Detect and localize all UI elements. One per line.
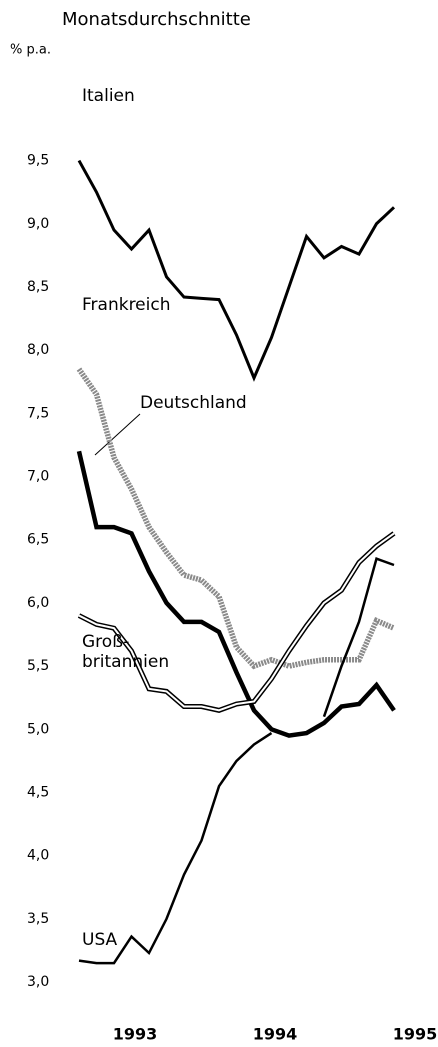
y-tick-label: 9,0	[27, 216, 49, 232]
y-tick-label: 9,5	[27, 153, 49, 169]
x-tick-label: 1995	[393, 1025, 438, 1044]
series-label: Deutschland	[140, 393, 247, 413]
y-tick-label: 7,0	[27, 469, 49, 485]
y-axis-label: % p.a.	[10, 43, 51, 58]
series-line	[77, 159, 396, 382]
series-line	[322, 557, 395, 718]
y-tick-label: 5,5	[27, 658, 49, 674]
series-label: Frankreich	[82, 295, 171, 315]
y-tick-label: 6,5	[27, 532, 49, 548]
x-tick-label: 1993	[113, 1025, 158, 1044]
y-tick-label: 8,0	[27, 342, 49, 358]
y-tick-label: 5,0	[27, 721, 49, 737]
series-line	[78, 532, 395, 712]
leader-line	[94, 413, 141, 456]
series-line	[76, 450, 396, 738]
y-tick-label: 4,5	[27, 785, 49, 801]
series-label: USA	[82, 930, 118, 950]
series-line-outline	[77, 531, 396, 713]
y-tick-label: 8,5	[27, 279, 49, 295]
series-line	[78, 732, 273, 965]
y-tick-label: 4,0	[27, 848, 49, 864]
series-line	[76, 367, 396, 670]
chart-title: Monatsdurchschnitte	[62, 9, 251, 30]
x-tick-label: 1994	[253, 1025, 298, 1044]
y-tick-label: 3,5	[27, 911, 49, 927]
y-tick-label: 6,0	[27, 595, 49, 611]
series-label: Italien	[82, 86, 135, 106]
y-tick-label: 3,0	[27, 974, 49, 990]
series-label: Groß- britannien	[82, 632, 170, 672]
y-tick-label: 7,5	[27, 405, 49, 421]
